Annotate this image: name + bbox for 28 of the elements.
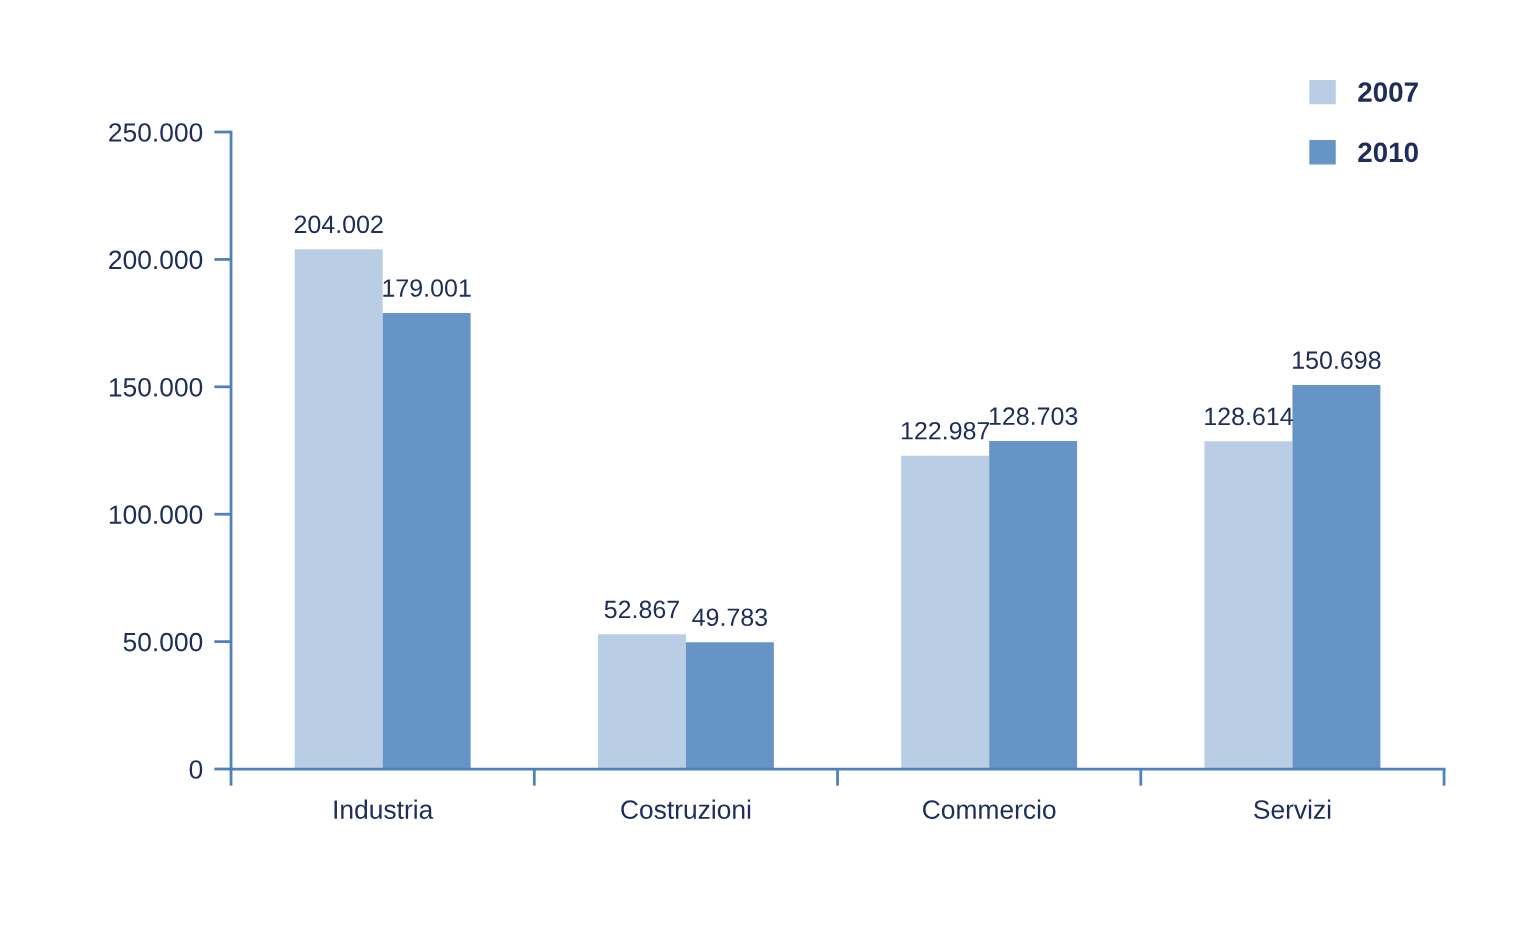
data-label: 179.001	[383, 279, 471, 297]
bar	[294, 249, 383, 770]
data-label: 128.703	[989, 407, 1078, 426]
data-label: 150.698	[1293, 351, 1381, 369]
bar	[685, 642, 774, 770]
y-tick-label: 200.000	[109, 250, 203, 270]
y-tick-label: 50.000	[123, 632, 203, 652]
bar	[597, 634, 686, 770]
x-tick-label: Commercio	[923, 799, 1056, 819]
bar	[1204, 441, 1293, 770]
data-label: 49.783	[692, 608, 768, 627]
x-tick-label: Costruzioni	[621, 799, 751, 819]
y-tick-label: 100.000	[109, 505, 203, 525]
data-label: 204.002	[294, 215, 383, 234]
legend-label: 2007	[1358, 82, 1418, 102]
bar	[989, 441, 1078, 770]
x-tick-label: Servizi	[1254, 799, 1331, 819]
y-tick-label: 250.000	[109, 123, 203, 142]
data-label: 122.987	[901, 421, 990, 440]
bar	[1292, 385, 1381, 770]
y-tick-label: 150.000	[109, 377, 203, 397]
x-tick-label: Industria	[334, 799, 434, 819]
data-label: 52.867	[604, 600, 679, 619]
bar	[901, 455, 990, 770]
bar	[382, 312, 471, 770]
y-tick-label: 0	[189, 760, 203, 779]
legend-label: 2010	[1358, 142, 1418, 163]
data-label: 128.614	[1205, 407, 1293, 426]
